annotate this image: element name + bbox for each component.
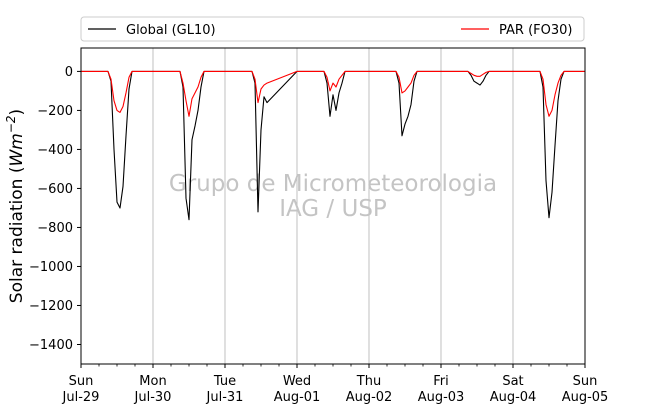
y-tick-label: −600	[37, 182, 73, 197]
y-axis: 0 −200 −400 −600 −800 −1000 −1200 −1400	[29, 65, 81, 353]
y-axis-label: Solar radiation (Wm−2)	[4, 109, 27, 303]
x-tick-label-date: Aug-02	[346, 390, 393, 405]
watermark-line-1: Grupo de Micrometeorologia	[169, 171, 497, 197]
x-tick-label-day: Tue	[213, 374, 236, 389]
grid-lines	[152, 48, 514, 364]
x-tick-label-date: Jul-31	[206, 390, 244, 405]
y-tick-label: −400	[37, 143, 73, 158]
x-tick-label-day: Wed	[283, 374, 311, 389]
legend-label-global: Global (GL10)	[126, 23, 216, 38]
y-tick-label: −800	[37, 221, 73, 236]
legend: Global (GL10) PAR (FO30)	[80, 16, 585, 42]
y-tick-label: −200	[37, 104, 73, 119]
watermark-line-2: IAG / USP	[279, 196, 387, 222]
series-line-par	[81, 70, 585, 117]
y-tick-label: 0	[65, 65, 73, 80]
x-axis: SunJul-29MonJul-30TueJul-31WedAug-01ThuA…	[62, 364, 609, 405]
x-tick-label-date: Jul-29	[62, 390, 100, 405]
y-tick-label: −1400	[29, 338, 73, 353]
x-tick-label-date: Jul-30	[134, 390, 172, 405]
y-tick-label: −1000	[29, 260, 73, 275]
legend-label-par: PAR (FO30)	[499, 23, 572, 38]
x-tick-label-date: Aug-05	[562, 390, 609, 405]
x-tick-label-date: Aug-03	[418, 390, 465, 405]
y-tick-label: −1200	[29, 299, 73, 314]
x-tick-label-date: Aug-04	[490, 390, 537, 405]
series-lines	[81, 70, 585, 221]
x-tick-label-date: Aug-01	[274, 390, 321, 405]
x-tick-label-day: Fri	[433, 374, 449, 389]
x-tick-label-day: Mon	[139, 374, 166, 389]
x-tick-label-day: Sun	[573, 374, 598, 389]
x-tick-label-day: Sat	[502, 374, 523, 389]
legend-box	[80, 16, 585, 42]
watermark: Grupo de Micrometeorologia IAG / USP	[169, 171, 497, 222]
x-tick-label-day: Sun	[69, 374, 94, 389]
x-tick-label-day: Thu	[356, 374, 381, 389]
